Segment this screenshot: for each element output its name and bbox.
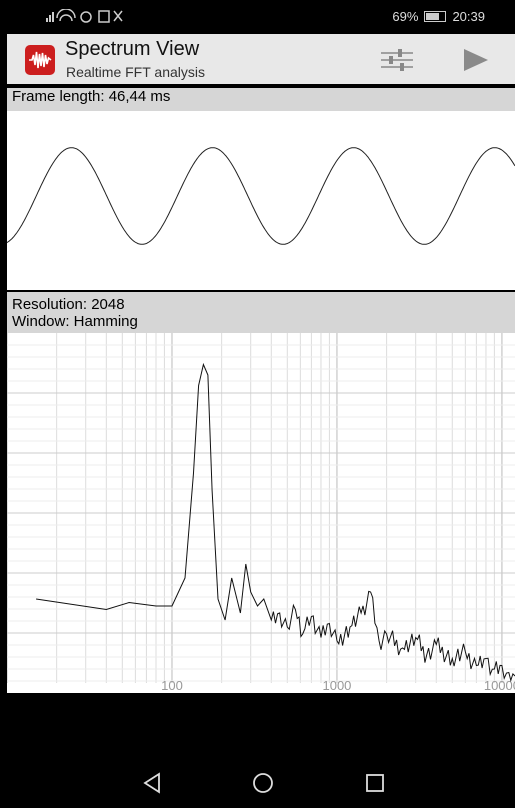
frame-length-label: Frame length: 46,44 ms — [12, 88, 171, 105]
spectrum-header: Resolution: 2048 Window: Hamming — [7, 292, 515, 333]
play-icon — [464, 49, 488, 71]
waveform-line — [6, 147, 515, 245]
resolution-label: Resolution: 2048 — [12, 296, 125, 313]
home-button[interactable] — [248, 768, 278, 798]
horizontal-grid — [7, 344, 515, 682]
cell-signal-icon — [46, 8, 123, 23]
waveform-plot — [6, 147, 515, 245]
status-right: 69% 20:39 — [392, 9, 485, 24]
window-label: Window: Hamming — [12, 313, 138, 330]
vertical-grid — [6, 333, 503, 683]
clock: 20:39 — [452, 9, 485, 24]
status-bar: 69% 20:39 — [0, 0, 515, 34]
nav-bar — [0, 693, 515, 808]
app-subtitle: Realtime FFT analysis — [66, 64, 206, 80]
battery-icon — [424, 11, 447, 22]
app-title: Spectrum View — [65, 38, 200, 60]
x-tick-labels: 100 1000 10000 — [161, 678, 515, 693]
battery-percent: 69% — [392, 9, 419, 24]
recents-square-icon — [366, 774, 384, 792]
signal-icons — [46, 8, 131, 26]
spectrum-panel: 100 1000 10000 — [6, 333, 515, 693]
settings-sliders-button[interactable] — [379, 48, 415, 72]
spectrum-plot: 100 1000 10000 — [6, 333, 515, 693]
play-button[interactable] — [462, 47, 490, 73]
back-triangle-icon — [143, 772, 160, 794]
waveform-panel — [6, 111, 515, 290]
x-tick-label: 100 — [161, 678, 183, 693]
frame-length-header: Frame length: 46,44 ms — [7, 88, 515, 111]
sliders-icon — [381, 49, 413, 71]
spectrum-line — [36, 362, 515, 683]
back-button[interactable] — [137, 768, 167, 798]
recents-button[interactable] — [360, 768, 390, 798]
home-circle-icon — [253, 773, 273, 793]
x-tick-label: 1000 — [322, 678, 351, 693]
app-logo-icon — [25, 45, 55, 75]
app-bar: Spectrum View Realtime FFT analysis — [7, 34, 515, 84]
x-tick-label: 10000 — [484, 678, 515, 693]
